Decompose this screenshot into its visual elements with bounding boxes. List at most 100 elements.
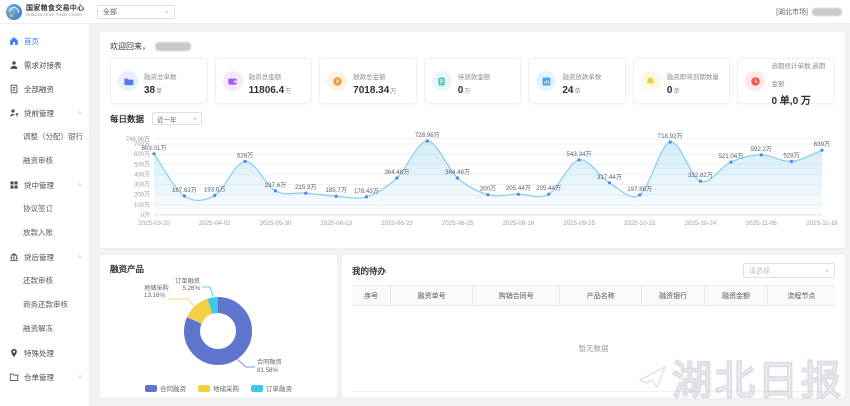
todo-title: 我的待办 (352, 265, 387, 276)
stat-card-5: 融资即将到期数量 0单 (632, 58, 731, 104)
stat-value: 0万 (457, 85, 471, 96)
svg-text:603.01万: 603.01万 (141, 145, 166, 152)
stat-label: 融资即将到期数量 (666, 74, 719, 81)
todo-filter-placeholder: 请选择 (749, 267, 770, 275)
welcome-text: 欢迎回来， (110, 41, 150, 51)
svg-text:215.9万: 215.9万 (295, 184, 317, 191)
stat-value: 11806.4万 (248, 85, 292, 96)
legend-item[interactable]: 订单融资 (251, 383, 292, 393)
legend-item[interactable]: 合同融资 (145, 383, 186, 393)
stat-label: 放款总金额 (353, 74, 386, 81)
loan-pre-icon (9, 108, 19, 118)
sidebar-subitem[interactable]: 融资解冻 (23, 324, 53, 333)
sidebar-menu: 首页 需求对接表 全部融资 贷前管理 ∧ 调整（分配）银行 融资审核贷中管理 ∧ 协议签订放款入… (0, 24, 90, 406)
sidebar-subitem[interactable]: 调整（分配）银行 (23, 132, 83, 141)
products-title: 融资产品 (110, 264, 145, 274)
stat-value: 0 单,0 万 (771, 96, 811, 107)
stat-card-3: 待放款金额 0万 (423, 58, 522, 104)
stat-card-4: 融资放款单数 24单 (528, 58, 626, 104)
sidebar-subitem[interactable]: 融资审核 (23, 156, 53, 165)
legend-swatch-icon (251, 384, 263, 392)
svg-text:地储采购: 地储采购 (144, 284, 169, 292)
sidebar-subitem[interactable]: 还款审核 (23, 276, 53, 285)
svg-text:2025-09-25: 2025-09-25 (563, 220, 595, 227)
chevron-up-icon: ∧ (77, 254, 83, 260)
svg-text:300万: 300万 (134, 182, 150, 189)
market-select[interactable]: 全部 ∨ (97, 4, 175, 19)
person-icon (9, 60, 19, 70)
overview-panel: 欢迎回来， 融资总单数 38单 融资总金额 11806.4万 ¥ 放款总金额 7018.34… (100, 32, 845, 248)
daily-chart-area: 0万 100万 200万 300万 400万 500万 600万 700万 748.96万 603… (110, 127, 839, 245)
stat-coin-icon: ¥ (327, 71, 348, 91)
stat-card-6: 逾期统计单数,逾期金额 0 单,0 万 (737, 58, 836, 107)
svg-text:364.48万: 364.48万 (445, 169, 470, 176)
legend-item[interactable]: 地储采购 (198, 383, 239, 393)
svg-text:13.16%: 13.16% (144, 292, 165, 299)
sidebar-item-1[interactable]: 需求对接表 (0, 53, 89, 77)
todo-column-header: 序号 (352, 285, 392, 306)
svg-text:500万: 500万 (134, 161, 150, 168)
empty-state-text: 暂无数据 (352, 305, 835, 392)
chevron-up-icon: ∧ (77, 182, 83, 188)
stat-card-0: 融资总单数 38单 (110, 58, 208, 104)
svg-text:197.88万: 197.88万 (627, 186, 652, 193)
svg-text:200万: 200万 (480, 186, 497, 193)
grain-center-logo-icon (6, 3, 22, 20)
sidebar-item-2[interactable]: 全部融资 (0, 77, 89, 101)
sidebar-item-6[interactable]: 特殊处理 (0, 341, 89, 365)
svg-text:700万: 700万 (134, 141, 150, 148)
sidebar-item-7[interactable]: 仓单管理 ∨ (0, 365, 89, 389)
sidebar-subitem[interactable]: 协议签订 (23, 204, 53, 213)
date-range-select[interactable]: 近一年 ∨ (152, 112, 203, 125)
market-tag: [湖北市场] (776, 8, 808, 16)
svg-text:2025-08-18: 2025-08-18 (503, 220, 535, 227)
brand-title: 国家粮食交易中心 (26, 5, 85, 13)
sidebar-item-0[interactable]: 首页 (0, 29, 89, 53)
svg-text:2025-11-06: 2025-11-06 (746, 220, 778, 227)
chevron-down-icon: ∨ (824, 267, 830, 274)
svg-text:193.6万: 193.6万 (204, 186, 226, 193)
sidebar-subitem[interactable]: 放款入账 (23, 228, 53, 237)
stat-value: 0单 (666, 85, 680, 96)
svg-text:748.96万: 748.96万 (126, 136, 150, 143)
sidebar-item-4[interactable]: 贷中管理 ∧ (0, 173, 89, 197)
stat-label: 融资总单数 (144, 74, 177, 81)
date-range-value: 近一年 (157, 116, 177, 124)
brand-subtitle: National Grain Trade Center (26, 11, 83, 17)
stat-label: 待放款金额 (457, 74, 491, 81)
todo-panel: 我的待办 请选择 ∨ 序号 融资单号 购销合同号 产品名称 融资银行 融资金额 流程节点 暂… (342, 255, 845, 398)
svg-text:639万: 639万 (814, 141, 831, 148)
stat-cards: 融资总单数 38单 融资总金额 11806.4万 ¥ 放款总金额 7018.34万 待放款金额… (110, 58, 836, 107)
svg-text:718.92万: 718.92万 (658, 133, 683, 140)
chevron-down-icon: ∨ (192, 115, 198, 122)
user-name-redacted[interactable] (812, 7, 842, 16)
svg-text:2025-06-23: 2025-06-23 (381, 220, 413, 227)
chevron-up-icon: ∧ (77, 110, 83, 116)
stat-bell-icon (640, 71, 661, 91)
sidebar-subitem[interactable]: 商务还款审核 (23, 300, 68, 309)
stat-value: 7018.34万 (353, 85, 397, 96)
svg-text:¥: ¥ (336, 79, 340, 85)
svg-text:400万: 400万 (134, 171, 150, 178)
todo-filter-select[interactable]: 请选择 ∨ (743, 263, 835, 278)
svg-text:205.44万: 205.44万 (536, 185, 561, 192)
svg-text:205.44万: 205.44万 (506, 185, 531, 192)
stat-doc-icon (431, 71, 452, 91)
stat-folder-icon (118, 71, 138, 91)
home-icon (9, 36, 19, 46)
stat-clock-icon (745, 71, 766, 91)
stat-label: 融资放款单数 (562, 74, 602, 81)
sidebar-item-3[interactable]: 贷前管理 ∧ (0, 101, 89, 125)
chevron-down-icon: ∨ (164, 8, 170, 15)
svg-text:2025-06-13: 2025-06-13 (320, 220, 352, 227)
svg-text:237.6万: 237.6万 (265, 182, 287, 189)
loan-mid-icon (9, 180, 19, 190)
chevron-down-icon: ∨ (77, 374, 83, 380)
svg-text:592.2万: 592.2万 (750, 146, 772, 153)
top-header: 国家粮食交易中心 National Grain Trade Center 全部 … (0, 0, 850, 24)
sidebar-item-5[interactable]: 贷后管理 ∧ (0, 245, 89, 269)
svg-text:317.44万: 317.44万 (597, 174, 622, 181)
document-icon (9, 84, 19, 94)
